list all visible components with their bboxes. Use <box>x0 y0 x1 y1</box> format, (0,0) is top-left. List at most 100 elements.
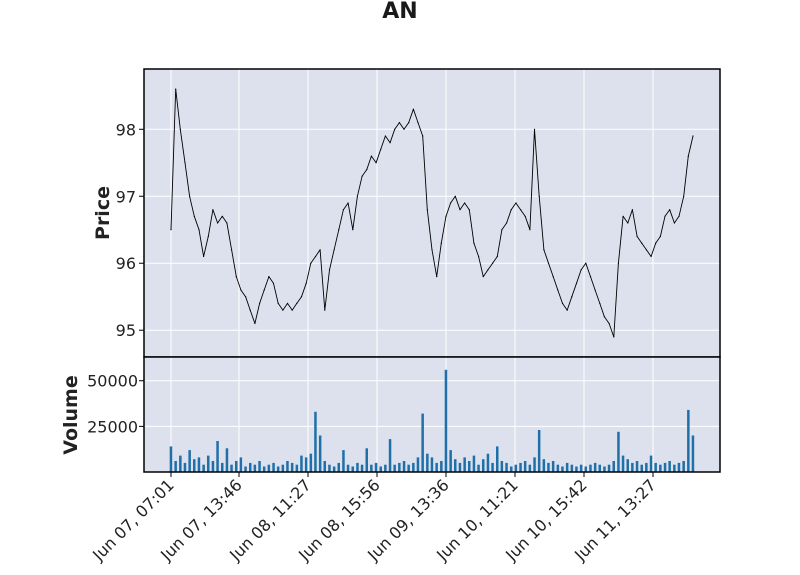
volume-bar <box>314 411 317 472</box>
price-point <box>436 276 438 278</box>
volume-bar <box>579 464 583 472</box>
volume-bar <box>500 461 504 472</box>
volume-tick-label: 50000 <box>87 372 138 391</box>
price-point <box>231 249 233 251</box>
price-point <box>268 276 270 278</box>
price-point <box>589 276 592 278</box>
price-point <box>487 269 489 271</box>
price-point <box>496 255 498 258</box>
chart-title: AN <box>382 0 417 24</box>
price-point <box>422 135 424 137</box>
price-point <box>375 162 377 164</box>
volume-bar <box>398 462 401 472</box>
price-point <box>249 309 251 311</box>
volume-bar <box>309 453 313 472</box>
volume-bar <box>318 435 322 472</box>
volume-bar <box>272 462 275 472</box>
price-point <box>398 122 400 124</box>
price-point <box>501 229 503 231</box>
price-point <box>193 215 195 217</box>
price-point <box>352 229 354 231</box>
volume-bar <box>519 462 522 472</box>
price-point <box>622 215 624 217</box>
volume-bar <box>169 446 173 472</box>
price-point <box>594 289 596 291</box>
price-tick-label: 97 <box>116 187 136 206</box>
volume-bar <box>290 462 294 472</box>
price-point <box>687 155 689 157</box>
volume-bar <box>682 461 685 472</box>
price-point <box>547 262 550 264</box>
volume-bar <box>589 464 592 472</box>
volume-bar <box>631 462 634 472</box>
price-point <box>356 195 358 197</box>
price-point <box>366 168 368 171</box>
volume-bar <box>332 466 336 472</box>
price-point <box>296 302 298 304</box>
price-point <box>217 222 219 224</box>
price-point <box>655 242 657 244</box>
volume-axis-label: Volume <box>60 375 82 454</box>
price-point <box>529 229 531 231</box>
price-point <box>198 229 200 231</box>
volume-bar <box>249 462 252 472</box>
price-panel: 95 96 97 98 Price <box>92 68 721 358</box>
price-point <box>179 128 181 130</box>
price-point <box>464 202 466 204</box>
price-point <box>520 209 522 211</box>
volume-bar <box>416 457 420 472</box>
price-point <box>627 222 629 224</box>
price-point <box>454 195 456 197</box>
volume-bar <box>342 450 345 472</box>
volume-bar <box>253 464 257 472</box>
volume-bar <box>262 466 266 472</box>
price-point <box>566 309 568 311</box>
price-point <box>683 195 685 197</box>
volume-bar <box>412 462 415 472</box>
volume-bar <box>626 459 629 472</box>
volume-bar <box>435 462 438 472</box>
volume-bar <box>444 369 448 472</box>
price-point <box>380 148 382 150</box>
volume-bar <box>640 464 643 472</box>
price-point <box>342 209 344 211</box>
price-point <box>235 276 237 278</box>
price-point <box>538 195 540 197</box>
volume-bar <box>593 462 597 472</box>
volume-bars <box>169 369 695 472</box>
volume-bar <box>179 455 182 472</box>
price-point <box>221 215 223 217</box>
price-point <box>468 209 470 211</box>
price-point <box>417 122 419 124</box>
volume-bar <box>533 457 536 472</box>
volume-bar <box>570 464 574 472</box>
volume-bar <box>607 464 611 472</box>
price-point <box>599 302 601 304</box>
price-point <box>575 282 578 284</box>
volume-bar <box>370 464 373 472</box>
price-grid <box>144 69 720 357</box>
volume-bar <box>267 464 271 472</box>
volume-panel-frame <box>143 356 721 473</box>
price-point <box>175 88 177 90</box>
volume-bar <box>458 462 462 472</box>
volume-panel: 25000 50000 Volume <box>60 356 721 473</box>
volume-bar <box>649 455 653 472</box>
volume-bar <box>677 462 681 472</box>
volume-bar <box>468 461 471 472</box>
price-point <box>245 296 247 298</box>
volume-y-ticks: 25000 50000 <box>87 372 144 436</box>
volume-bar <box>188 450 191 472</box>
price-point <box>426 209 428 211</box>
price-point <box>613 336 615 338</box>
price-point <box>459 209 461 211</box>
volume-bar <box>360 464 364 472</box>
volume-bar <box>491 462 494 472</box>
volume-bar <box>477 464 480 472</box>
price-point <box>552 276 554 278</box>
price-point <box>277 302 279 304</box>
price-point <box>300 296 303 298</box>
price-point <box>524 215 526 217</box>
volume-bar <box>216 441 219 472</box>
